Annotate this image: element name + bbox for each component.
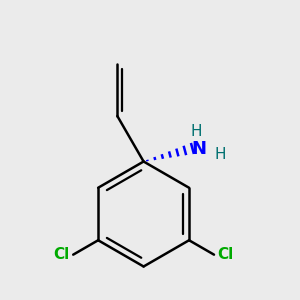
Text: Cl: Cl: [54, 247, 70, 262]
Text: N: N: [192, 140, 207, 158]
Text: Cl: Cl: [218, 247, 234, 262]
Text: H: H: [190, 124, 202, 139]
Text: H: H: [215, 147, 226, 162]
